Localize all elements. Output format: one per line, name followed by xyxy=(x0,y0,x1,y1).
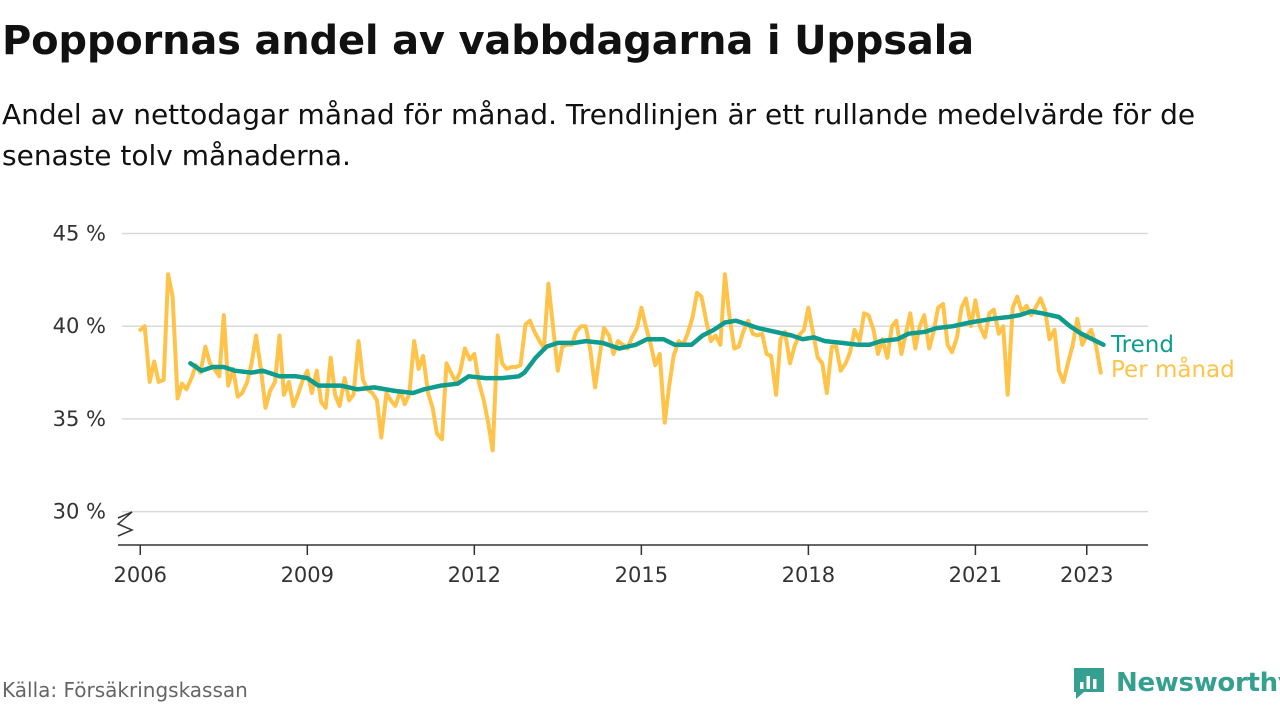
brand-logo: Newsworthy xyxy=(1072,665,1280,701)
x-axis xyxy=(116,511,1148,546)
newsworthy-logo-icon xyxy=(1074,668,1104,699)
x-tick-label: 2015 xyxy=(615,563,668,587)
brand-name: Newsworthy xyxy=(1116,668,1280,698)
series-line-trend xyxy=(188,309,1106,396)
x-tick-label: 2023 xyxy=(1060,563,1113,587)
series-label-trend: Trend xyxy=(1110,332,1174,358)
x-tick-label: 2009 xyxy=(281,563,334,587)
axis-break-icon xyxy=(116,511,134,537)
x-tick-label: 2006 xyxy=(114,563,167,587)
source-note: Källa: Försäkringskassan xyxy=(2,678,248,702)
series-line-per-manad xyxy=(138,272,1103,453)
x-tick-label: 2021 xyxy=(949,563,1002,587)
series-lines xyxy=(138,272,1106,453)
y-tick-label: 30 % xyxy=(53,500,106,524)
y-tick-label: 40 % xyxy=(53,314,106,338)
x-axis-ticks: 2006 2009 2012 2015 2018 2021 2023 xyxy=(114,545,1113,587)
y-axis-ticks: 30 % 35 % 40 % 45 % xyxy=(53,222,106,524)
chart-subtitle: Andel av nettodagar månad för månad. Tre… xyxy=(2,98,1196,172)
chart-title: Poppornas andel av vabbdagarna i Uppsala xyxy=(2,18,974,64)
y-tick-label: 35 % xyxy=(53,407,106,431)
series-label-per-manad: Per månad xyxy=(1111,355,1235,383)
x-tick-label: 2012 xyxy=(448,563,501,587)
grid-lines xyxy=(122,232,1148,513)
y-tick-label: 45 % xyxy=(53,222,106,246)
x-tick-label: 2018 xyxy=(782,563,835,587)
